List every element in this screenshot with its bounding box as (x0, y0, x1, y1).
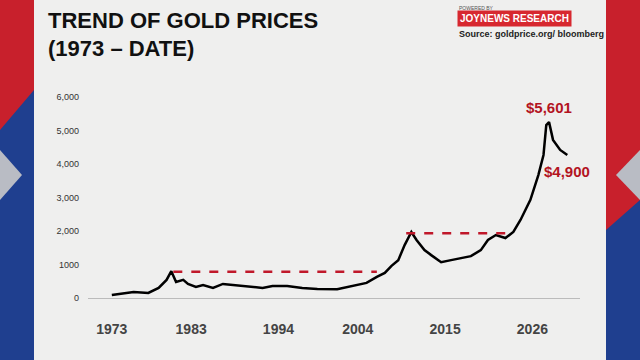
svg-text:TREND OF GOLD PRICES(1973 – DA: TREND OF GOLD PRICES(1973 – DATE) (48, 8, 318, 62)
svg-text:1983: 1983 (176, 321, 207, 337)
svg-text:2015: 2015 (430, 321, 461, 337)
svg-text:JOYNEWS RESEARCH: JOYNEWS RESEARCH (460, 13, 569, 24)
svg-text:Source: goldprice.org/ bloombe: Source: goldprice.org/ bloomberg (459, 29, 604, 39)
svg-text:1994: 1994 (263, 321, 294, 337)
svg-text:2,000: 2,000 (56, 226, 79, 236)
svg-text:3,000: 3,000 (56, 193, 79, 203)
svg-text:2004: 2004 (342, 321, 373, 337)
svg-text:4,000: 4,000 (56, 159, 79, 169)
svg-text:$5,601: $5,601 (526, 99, 572, 116)
svg-text:1000: 1000 (59, 260, 79, 270)
svg-text:POWERED BY: POWERED BY (459, 5, 494, 11)
svg-text:1973: 1973 (96, 321, 127, 337)
svg-text:2026: 2026 (517, 321, 548, 337)
svg-text:0: 0 (74, 293, 79, 303)
svg-text:6,000: 6,000 (56, 92, 79, 102)
svg-text:$4,900: $4,900 (544, 163, 590, 180)
svg-text:5,000: 5,000 (56, 126, 79, 136)
